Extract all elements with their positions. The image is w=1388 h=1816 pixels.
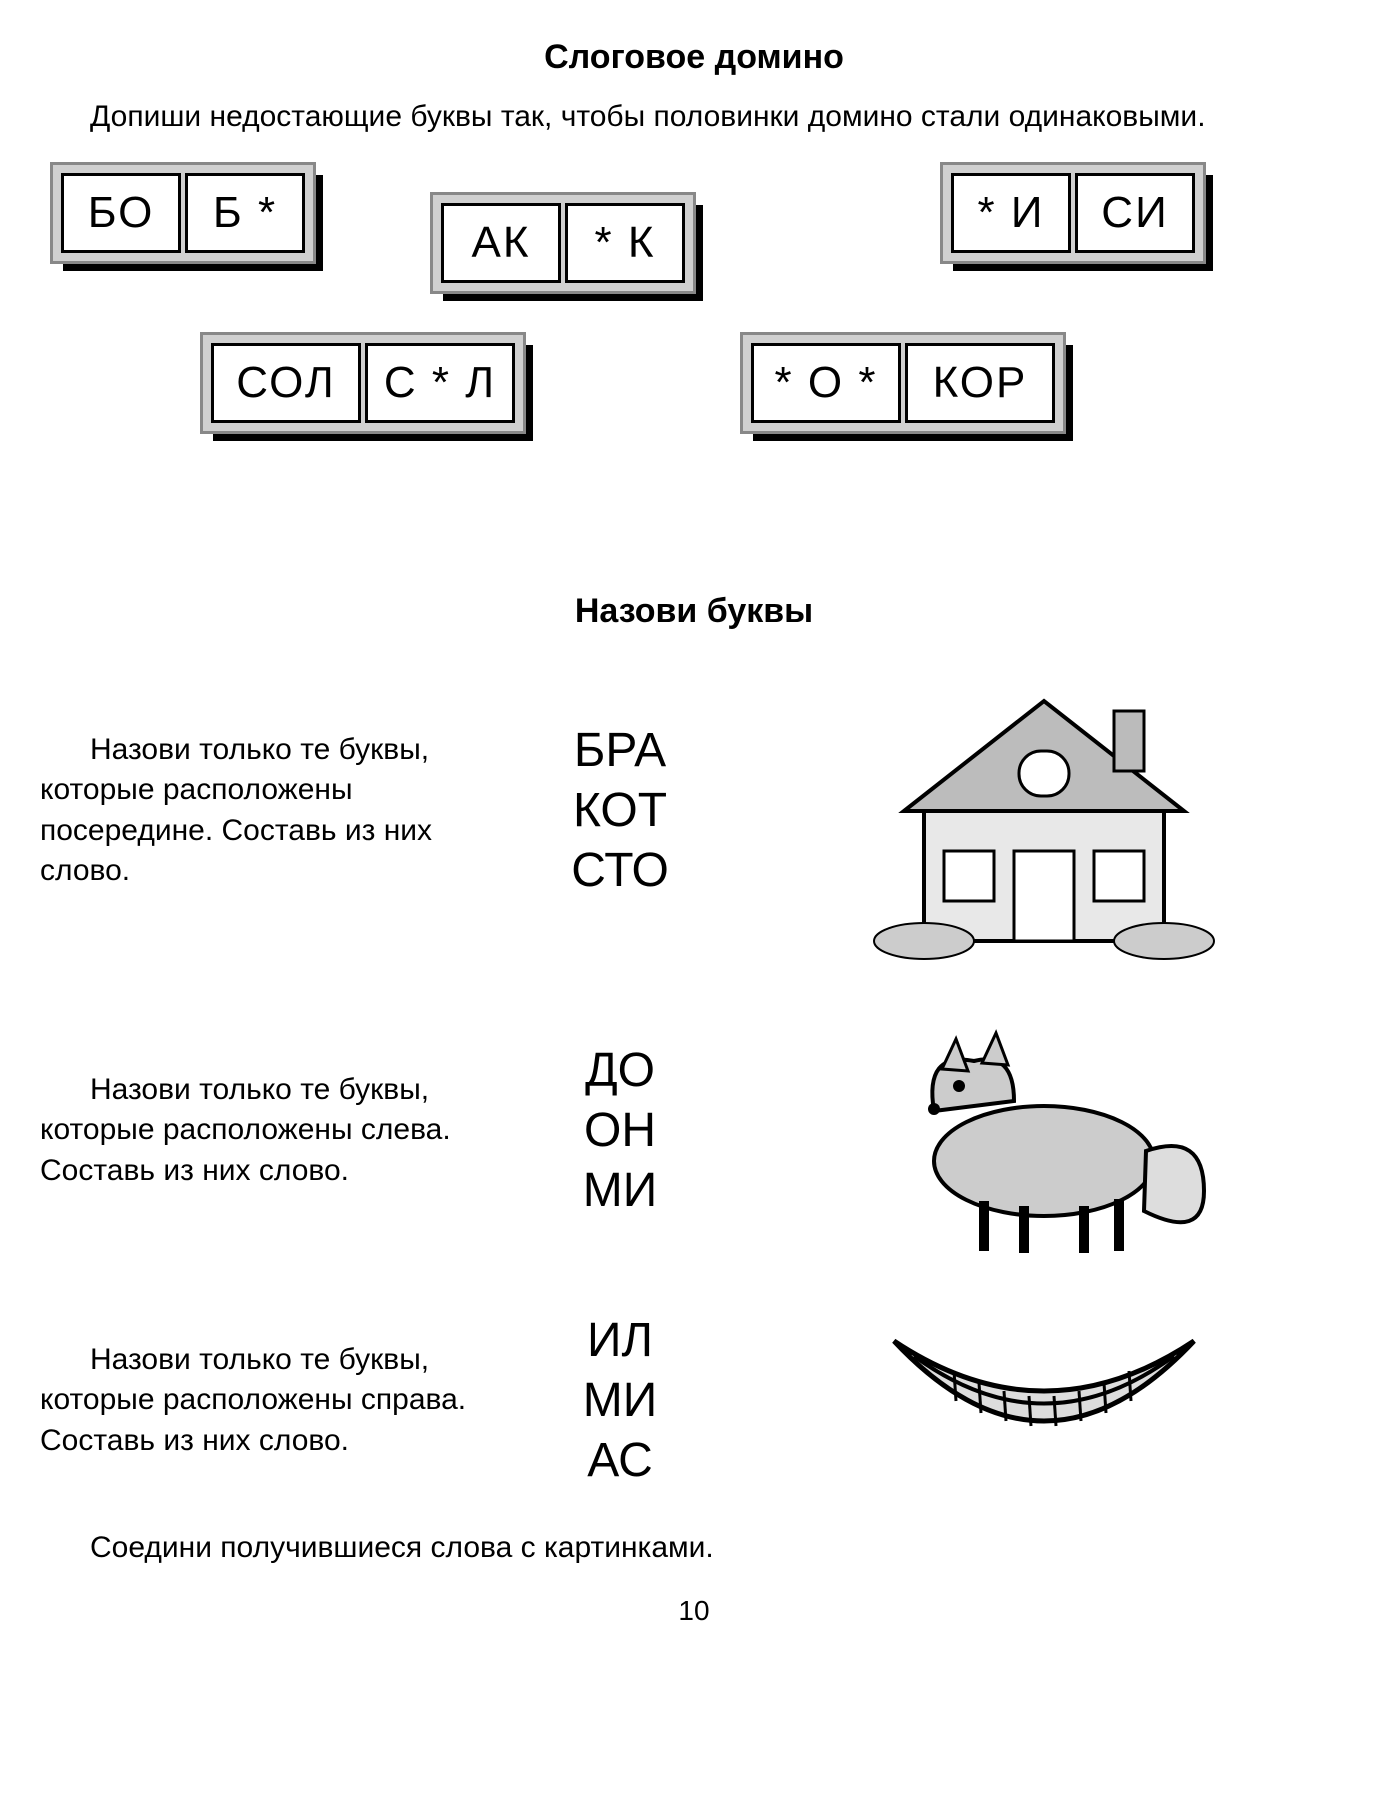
section1-instruction: Допиши недостающие буквы так, чтобы поло… [40, 97, 1348, 138]
exercise-text: Назови только те буквы, которые располож… [40, 1340, 500, 1462]
exercise-picture [740, 991, 1348, 1271]
letter-group: АС [530, 1431, 710, 1491]
letter-group: ДО [530, 1041, 710, 1101]
domino-cell-right[interactable]: КОР [905, 343, 1055, 423]
section2-title: Назови буквы [40, 592, 1348, 631]
exercise-row: Назови только те буквы, которые располож… [40, 991, 1348, 1271]
domino-cell-left[interactable]: СОЛ [211, 343, 361, 423]
domino-cell-left[interactable]: БО [61, 173, 181, 253]
exercise-picture [740, 661, 1348, 961]
domino-cell-right[interactable]: Б * [185, 173, 305, 253]
domino-cell-right[interactable]: СИ [1075, 173, 1195, 253]
domino-cell-right[interactable]: * К [565, 203, 685, 283]
section1-title: Слоговое домино [40, 38, 1348, 77]
letter-group: ОН [530, 1101, 710, 1161]
domino-tile: АК* К [430, 192, 696, 294]
letter-group: МИ [530, 1371, 710, 1431]
section2-footer: Соедини получившиеся слова с картинками. [40, 1531, 1348, 1565]
domino-tile: БОБ * [50, 162, 316, 264]
wolf-icon [864, 991, 1224, 1271]
exercise-text: Назови только те буквы, которые располож… [40, 1070, 500, 1192]
domino-area: БОБ * АК* К * ИСИ СОЛС * Л * О *КОР [40, 162, 1348, 562]
domino-cell-right[interactable]: С * Л [365, 343, 515, 423]
domino-tile: СОЛС * Л [200, 332, 526, 434]
exercise-picture [740, 1301, 1348, 1501]
domino-tile: * ИСИ [940, 162, 1206, 264]
letter-group: КОТ [530, 781, 710, 841]
domino-cell-left[interactable]: * О * [751, 343, 901, 423]
exercise-row: Назови только те буквы, которые располож… [40, 1301, 1348, 1501]
letter-column: ДООНМИ [530, 1041, 710, 1221]
letter-group: МИ [530, 1161, 710, 1221]
domino-cell-left[interactable]: АК [441, 203, 561, 283]
domino-tile: * О *КОР [740, 332, 1066, 434]
letter-column: ИЛМИАС [530, 1311, 710, 1491]
letter-column: БРАКОТСТО [530, 721, 710, 901]
letter-group: СТО [530, 841, 710, 901]
house-icon [864, 661, 1224, 961]
letter-group: ИЛ [530, 1311, 710, 1371]
letter-group: БРА [530, 721, 710, 781]
exercises-container: Назови только те буквы, которые располож… [40, 661, 1348, 1501]
smile-icon [864, 1301, 1224, 1501]
page-number: 10 [40, 1595, 1348, 1627]
domino-cell-left[interactable]: * И [951, 173, 1071, 253]
exercise-text: Назови только те буквы, которые располож… [40, 730, 500, 892]
exercise-row: Назови только те буквы, которые располож… [40, 661, 1348, 961]
